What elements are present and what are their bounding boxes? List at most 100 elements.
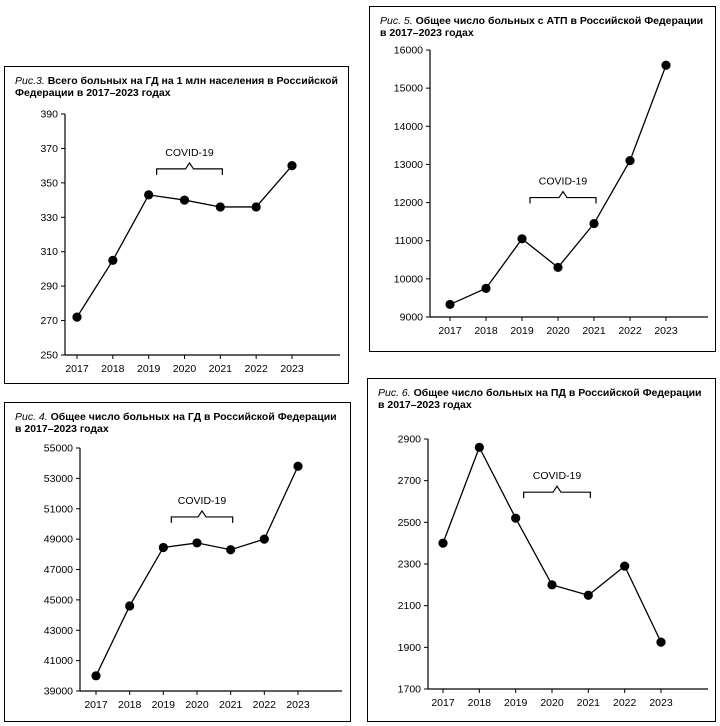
data-point bbox=[583, 590, 593, 600]
y-tick-label: 9000 bbox=[400, 312, 424, 324]
x-tick-label: 2019 bbox=[137, 363, 161, 375]
data-point bbox=[661, 60, 671, 70]
y-tick-label: 49000 bbox=[44, 534, 73, 546]
y-tick-label: 290 bbox=[40, 281, 58, 293]
x-tick-label: 2021 bbox=[577, 697, 601, 709]
x-tick-label: 2017 bbox=[438, 325, 462, 337]
y-tick-label: 270 bbox=[40, 315, 58, 327]
figure-label: Рис. 4. bbox=[15, 411, 48, 423]
x-tick-label: 2018 bbox=[468, 697, 492, 709]
data-point bbox=[125, 601, 135, 611]
data-point bbox=[438, 538, 448, 548]
data-point bbox=[589, 218, 599, 229]
chart-title: Рис.3. Всего больных на ГД на 1 млн насе… bbox=[15, 75, 340, 99]
data-point bbox=[287, 161, 297, 171]
chart-panel-ktp-patients: Рис. 5. Общее число больных с АТП в Росс… bbox=[369, 6, 716, 352]
y-tick-label: 41000 bbox=[44, 655, 73, 667]
y-tick-label: 47000 bbox=[44, 564, 73, 576]
x-tick-label: 2022 bbox=[253, 699, 277, 711]
data-point bbox=[144, 190, 154, 200]
data-point bbox=[72, 312, 82, 322]
data-point bbox=[226, 545, 236, 555]
data-point bbox=[158, 542, 168, 553]
y-tick-label: 1900 bbox=[398, 642, 422, 654]
chart-svg: 39000 41000 43000 45000 47000 49000 51000 53000… bbox=[44, 443, 342, 711]
data-point bbox=[445, 299, 455, 310]
x-tick-label: 2019 bbox=[510, 325, 534, 337]
x-tick-label: 2022 bbox=[613, 697, 637, 709]
data-point bbox=[215, 202, 225, 212]
y-tick-label: 10000 bbox=[394, 273, 423, 285]
chart-svg: 1700 1900 2100 2300 2500 2700 2900 2017 2018 2019… bbox=[398, 434, 708, 709]
chart-panel-pd-patients: Рис. 6. Общее число больных на ПД в Росс… bbox=[367, 378, 716, 722]
x-tick-label: 2017 bbox=[65, 363, 89, 375]
x-tick-label: 2022 bbox=[618, 325, 642, 337]
y-tick-label: 55000 bbox=[44, 443, 73, 455]
x-tick-label: 2021 bbox=[209, 363, 233, 375]
y-tick-label: 51000 bbox=[44, 503, 73, 515]
x-tick-label: 2021 bbox=[219, 699, 243, 711]
x-tick-label: 2020 bbox=[185, 699, 209, 711]
chart-title: Рис. 6. Общее число больных на ПД в Росс… bbox=[378, 387, 707, 411]
x-tick-label: 2018 bbox=[101, 363, 125, 375]
x-tick-label: 2023 bbox=[280, 363, 304, 375]
data-point bbox=[179, 195, 190, 205]
figure-label: Рис.3. bbox=[15, 75, 45, 87]
data-point bbox=[293, 461, 303, 471]
data-point bbox=[517, 234, 527, 244]
data-point bbox=[192, 538, 202, 548]
y-tick-label: 39000 bbox=[44, 686, 73, 698]
chart-panel-hd-patients: Рис. 4. Общее число больных на ГД в Росс… bbox=[4, 402, 351, 722]
covid-label: COVID-19 bbox=[165, 147, 214, 159]
data-point bbox=[553, 262, 563, 273]
title-text: Общее число больных с АТП в Российской Ф… bbox=[380, 15, 704, 39]
y-tick-label: 11000 bbox=[395, 235, 424, 247]
y-tick-label: 15000 bbox=[394, 83, 423, 95]
covid-brace bbox=[170, 509, 234, 523]
covid-label: COVID-19 bbox=[178, 495, 227, 507]
data-point bbox=[259, 534, 269, 544]
chart-svg: 9000 10000 11000 12000 13000 14000 15000 16000 2… bbox=[394, 45, 708, 337]
y-tick-label: 43000 bbox=[44, 625, 73, 637]
y-tick-label: 370 bbox=[40, 143, 58, 155]
y-tick-label: 2100 bbox=[398, 600, 422, 612]
y-tick-label: 1700 bbox=[398, 684, 422, 696]
chart-title: Рис. 5. Общее число больных с АТП в Росс… bbox=[380, 15, 707, 39]
chart-panel-hd-per-million: Рис.3. Всего больных на ГД на 1 млн насе… bbox=[4, 66, 349, 384]
y-tick-label: 2700 bbox=[398, 475, 422, 487]
y-tick-label: 13000 bbox=[394, 159, 423, 171]
x-tick-label: 2023 bbox=[286, 699, 310, 711]
data-point bbox=[620, 561, 630, 571]
data-point bbox=[251, 202, 261, 212]
y-tick-label: 2900 bbox=[398, 434, 422, 446]
y-tick-label: 12000 bbox=[394, 197, 423, 209]
covid-label: COVID-19 bbox=[539, 176, 588, 188]
x-tick-label: 2017 bbox=[84, 699, 108, 711]
y-tick-label: 350 bbox=[40, 177, 58, 189]
x-tick-label: 2017 bbox=[431, 697, 455, 709]
chart-svg: 250 270 290 310 330 350 370 390 2017 2018 2019 2020… bbox=[40, 109, 340, 375]
y-tick-label: 2500 bbox=[398, 517, 422, 529]
x-tick-label: 2020 bbox=[546, 325, 570, 337]
x-tick-label: 2023 bbox=[649, 697, 673, 709]
covid-brace bbox=[523, 485, 591, 499]
series-line bbox=[76, 165, 293, 318]
data-point bbox=[625, 156, 635, 166]
y-tick-label: 2300 bbox=[398, 559, 422, 571]
title-text: Общее число больных на ПД в Российской Ф… bbox=[378, 387, 702, 411]
y-tick-label: 16000 bbox=[394, 45, 423, 57]
y-tick-label: 310 bbox=[40, 246, 58, 258]
x-tick-label: 2022 bbox=[244, 363, 268, 375]
covid-brace bbox=[529, 190, 597, 204]
data-point bbox=[91, 671, 101, 681]
title-text: Всего больных на ГД на 1 млн населения в… bbox=[15, 75, 338, 99]
chart-title: Рис. 4. Общее число больных на ГД в Росс… bbox=[15, 411, 342, 435]
data-point bbox=[108, 255, 118, 265]
x-tick-label: 2023 bbox=[654, 325, 678, 337]
x-tick-label: 2021 bbox=[582, 325, 606, 337]
data-point bbox=[547, 580, 557, 590]
y-tick-label: 14000 bbox=[394, 121, 423, 133]
y-tick-label: 53000 bbox=[44, 473, 73, 485]
figure-label: Рис. 6. bbox=[378, 387, 411, 399]
x-tick-label: 2018 bbox=[474, 325, 498, 337]
